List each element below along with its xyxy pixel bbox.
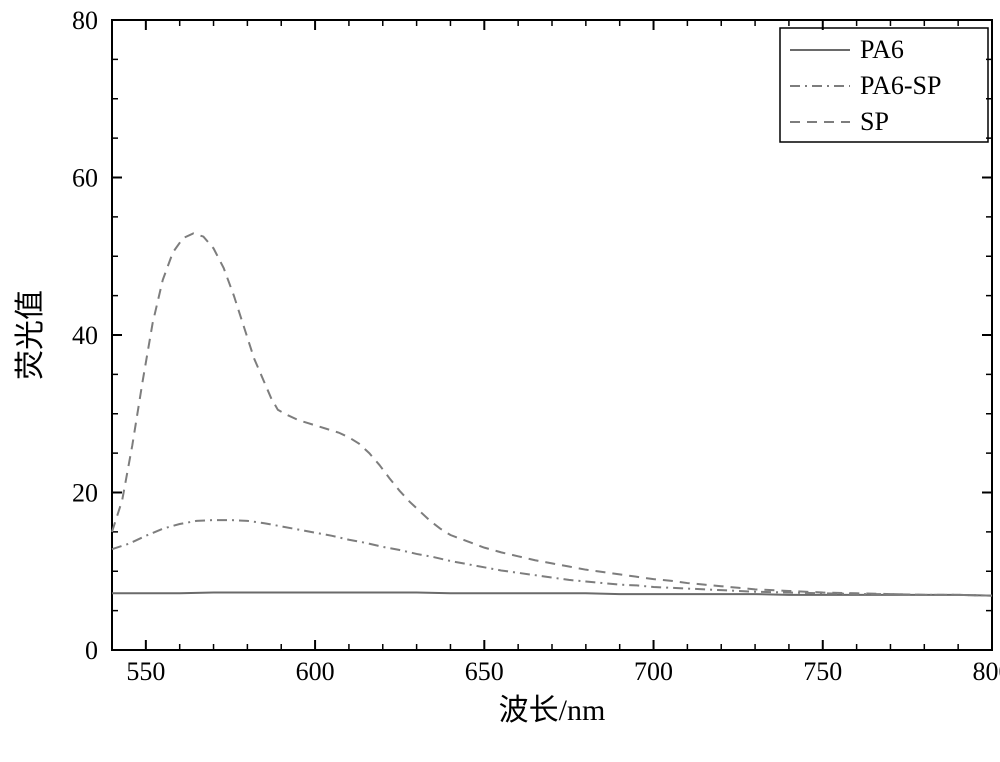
x-tick-label: 750 <box>803 657 842 686</box>
x-tick-label: 800 <box>973 657 1000 686</box>
y-tick-label: 60 <box>72 164 98 193</box>
legend-label: PA6 <box>860 35 904 64</box>
x-tick-label: 700 <box>634 657 673 686</box>
y-axis-label: 荧光值 <box>14 290 47 380</box>
y-tick-label: 80 <box>72 6 98 35</box>
legend-label: SP <box>860 107 889 136</box>
fluorescence-chart: 550 600 650 700 750 800 0 20 40 60 80 波长/nm 荧光值 PA6 PA… <box>0 0 1000 762</box>
x-tick-label: 550 <box>126 657 165 686</box>
x-tick-label: 650 <box>465 657 504 686</box>
series-PA6 <box>112 593 992 596</box>
y-tick-label: 40 <box>72 321 98 350</box>
legend-label: PA6-SP <box>860 71 941 100</box>
chart-svg: 550 600 650 700 750 800 0 20 40 60 80 波长/nm 荧光值 PA6 PA… <box>0 0 1000 762</box>
x-axis-label: 波长/nm <box>499 694 606 727</box>
series-PA6SP <box>112 520 992 596</box>
x-tick-label: 600 <box>296 657 335 686</box>
y-tick-label: 0 <box>85 636 98 665</box>
series-SP <box>112 233 992 595</box>
y-tick-label: 20 <box>72 479 98 508</box>
